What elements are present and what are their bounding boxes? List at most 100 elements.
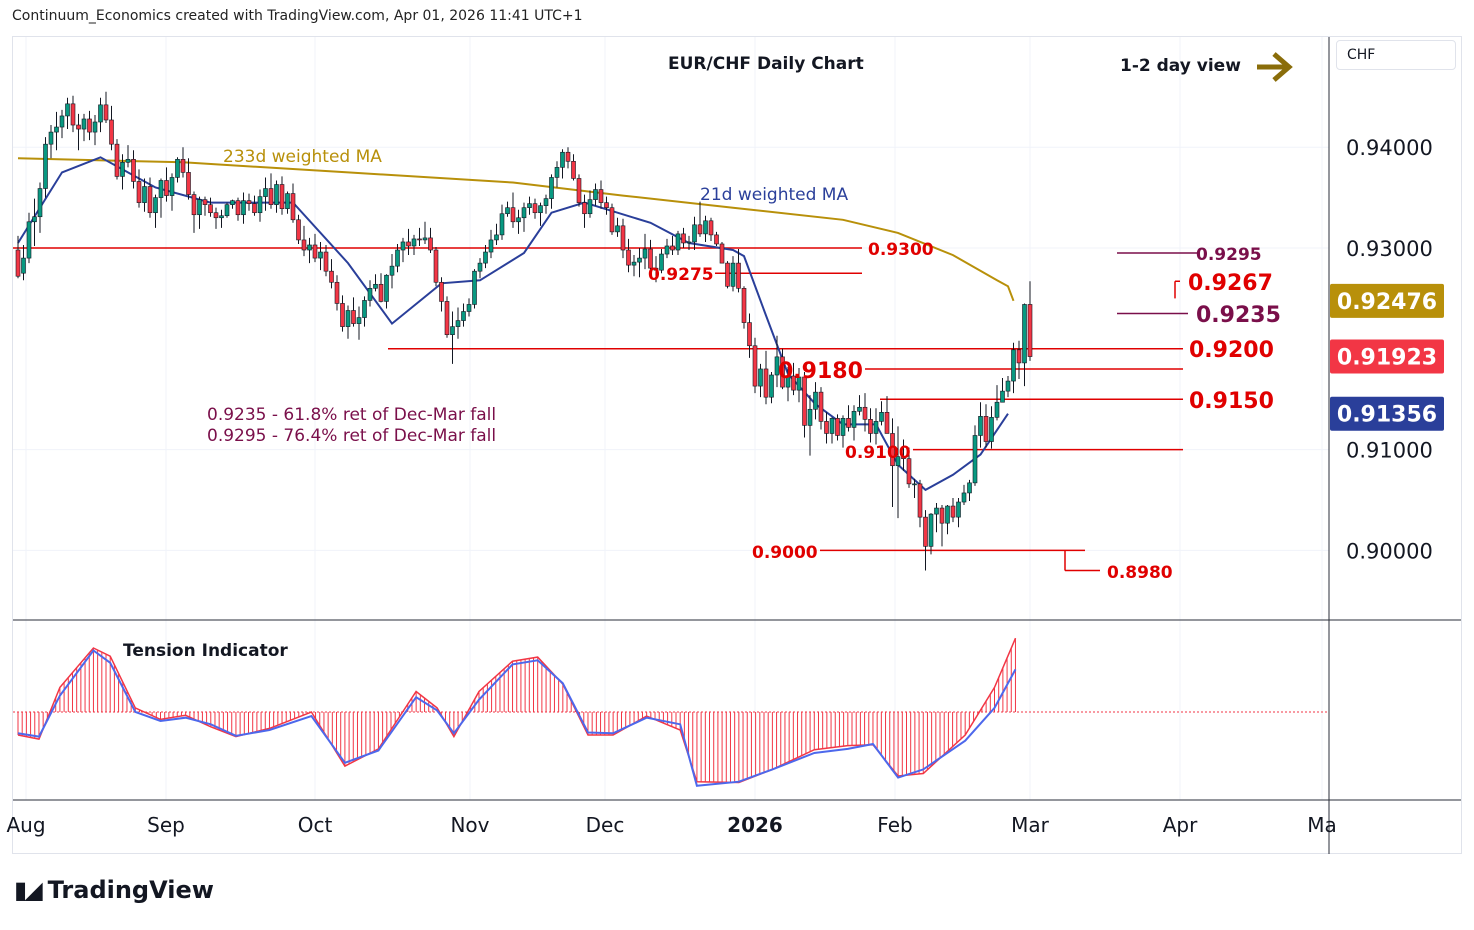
candle	[466, 298, 472, 317]
candle-body	[642, 248, 648, 259]
candle	[928, 513, 934, 555]
candle-body	[224, 204, 230, 217]
candle	[659, 249, 664, 274]
candle-body	[802, 376, 807, 426]
candle	[956, 497, 961, 528]
candle	[1005, 376, 1011, 398]
candle	[642, 233, 648, 270]
candle-body	[98, 104, 103, 123]
candle	[373, 274, 378, 292]
candle	[675, 230, 681, 256]
candle	[169, 173, 175, 211]
candle-body	[329, 270, 334, 283]
candle-body	[406, 241, 411, 247]
candle-body	[873, 421, 879, 434]
candle-body	[538, 205, 543, 214]
candle	[76, 113, 81, 151]
candle	[708, 217, 714, 241]
candle-body	[978, 416, 983, 436]
candle-body	[505, 207, 510, 215]
chart-frame	[12, 36, 1462, 854]
candle	[516, 209, 521, 234]
candle-body	[389, 265, 395, 276]
candle	[868, 408, 873, 443]
candle	[15, 235, 21, 279]
candle	[59, 109, 65, 139]
tradingview-logo[interactable]: ▮◢ TradingView	[14, 876, 214, 904]
candle-body	[736, 262, 741, 289]
candle	[967, 479, 972, 502]
candle-body	[32, 216, 37, 223]
candle-body	[681, 233, 686, 244]
candle-body	[747, 322, 752, 347]
candle-body	[626, 249, 631, 266]
price-badge: 0.91356	[1330, 396, 1444, 431]
candle	[752, 337, 758, 394]
candle	[769, 371, 774, 404]
candle-body	[103, 104, 109, 121]
candle	[813, 382, 818, 420]
candle-body	[763, 368, 769, 398]
note-2: 0.9295 - 76.4% ret of Dec-Mar fall	[207, 426, 496, 446]
price-badge-label: 0.91923	[1337, 346, 1437, 371]
candle	[164, 167, 169, 202]
candle-body	[54, 126, 59, 133]
candle	[1027, 281, 1033, 361]
candle-body	[499, 213, 505, 236]
candle	[802, 371, 807, 438]
candle-body	[356, 317, 362, 324]
candle	[499, 204, 505, 240]
candle	[180, 147, 186, 178]
candle-body	[906, 458, 912, 485]
candle	[296, 214, 301, 244]
candle	[312, 233, 318, 263]
level-label-09267: 0.9267	[1188, 271, 1273, 296]
candle	[450, 311, 455, 364]
candle-body	[466, 304, 472, 312]
candle-body	[351, 310, 356, 324]
candle	[1011, 342, 1016, 394]
candle-body	[131, 158, 136, 182]
level-labels: 0.9300 0.9275 0.9267 0.9235 0.9200 0.9180 0.91…	[648, 240, 1281, 583]
candle	[81, 113, 87, 142]
candle	[736, 249, 741, 293]
price-badge: 0.91923	[1330, 339, 1444, 374]
candle-body	[345, 310, 351, 327]
price-badge-bg	[1330, 396, 1444, 431]
candle-body	[268, 188, 274, 205]
candle-body	[290, 193, 296, 221]
candle	[263, 177, 268, 211]
candle	[301, 225, 307, 257]
candle	[120, 154, 125, 190]
candle-body	[587, 199, 593, 215]
candle	[252, 195, 257, 216]
candle-body	[730, 262, 736, 287]
candle-body	[175, 158, 180, 178]
candle	[472, 269, 477, 309]
candle-body	[516, 217, 521, 223]
candle	[725, 261, 730, 289]
currency-label[interactable]: CHF	[1336, 40, 1456, 70]
candle-body	[252, 203, 257, 214]
candle	[208, 197, 213, 217]
candle	[543, 194, 549, 214]
y-tick-label: 0.93000	[1346, 237, 1433, 261]
candle	[763, 350, 769, 405]
candle	[873, 408, 879, 445]
tension-indicator-pane	[13, 637, 1329, 787]
candle	[796, 367, 802, 403]
candle	[983, 404, 989, 448]
x-tick-label: Mar	[1011, 813, 1050, 837]
candle	[230, 199, 235, 209]
candle-body	[598, 189, 604, 203]
candle-body	[620, 225, 626, 251]
price-badge: 0.92476	[1330, 283, 1444, 318]
candle-body	[285, 193, 290, 209]
tension-label: Tension Indicator	[123, 641, 288, 661]
candle-body	[521, 207, 527, 219]
candle-body	[362, 300, 367, 318]
candle-body	[147, 186, 153, 214]
candle-body	[417, 238, 422, 241]
candle-body	[92, 121, 98, 133]
candle	[351, 297, 356, 327]
